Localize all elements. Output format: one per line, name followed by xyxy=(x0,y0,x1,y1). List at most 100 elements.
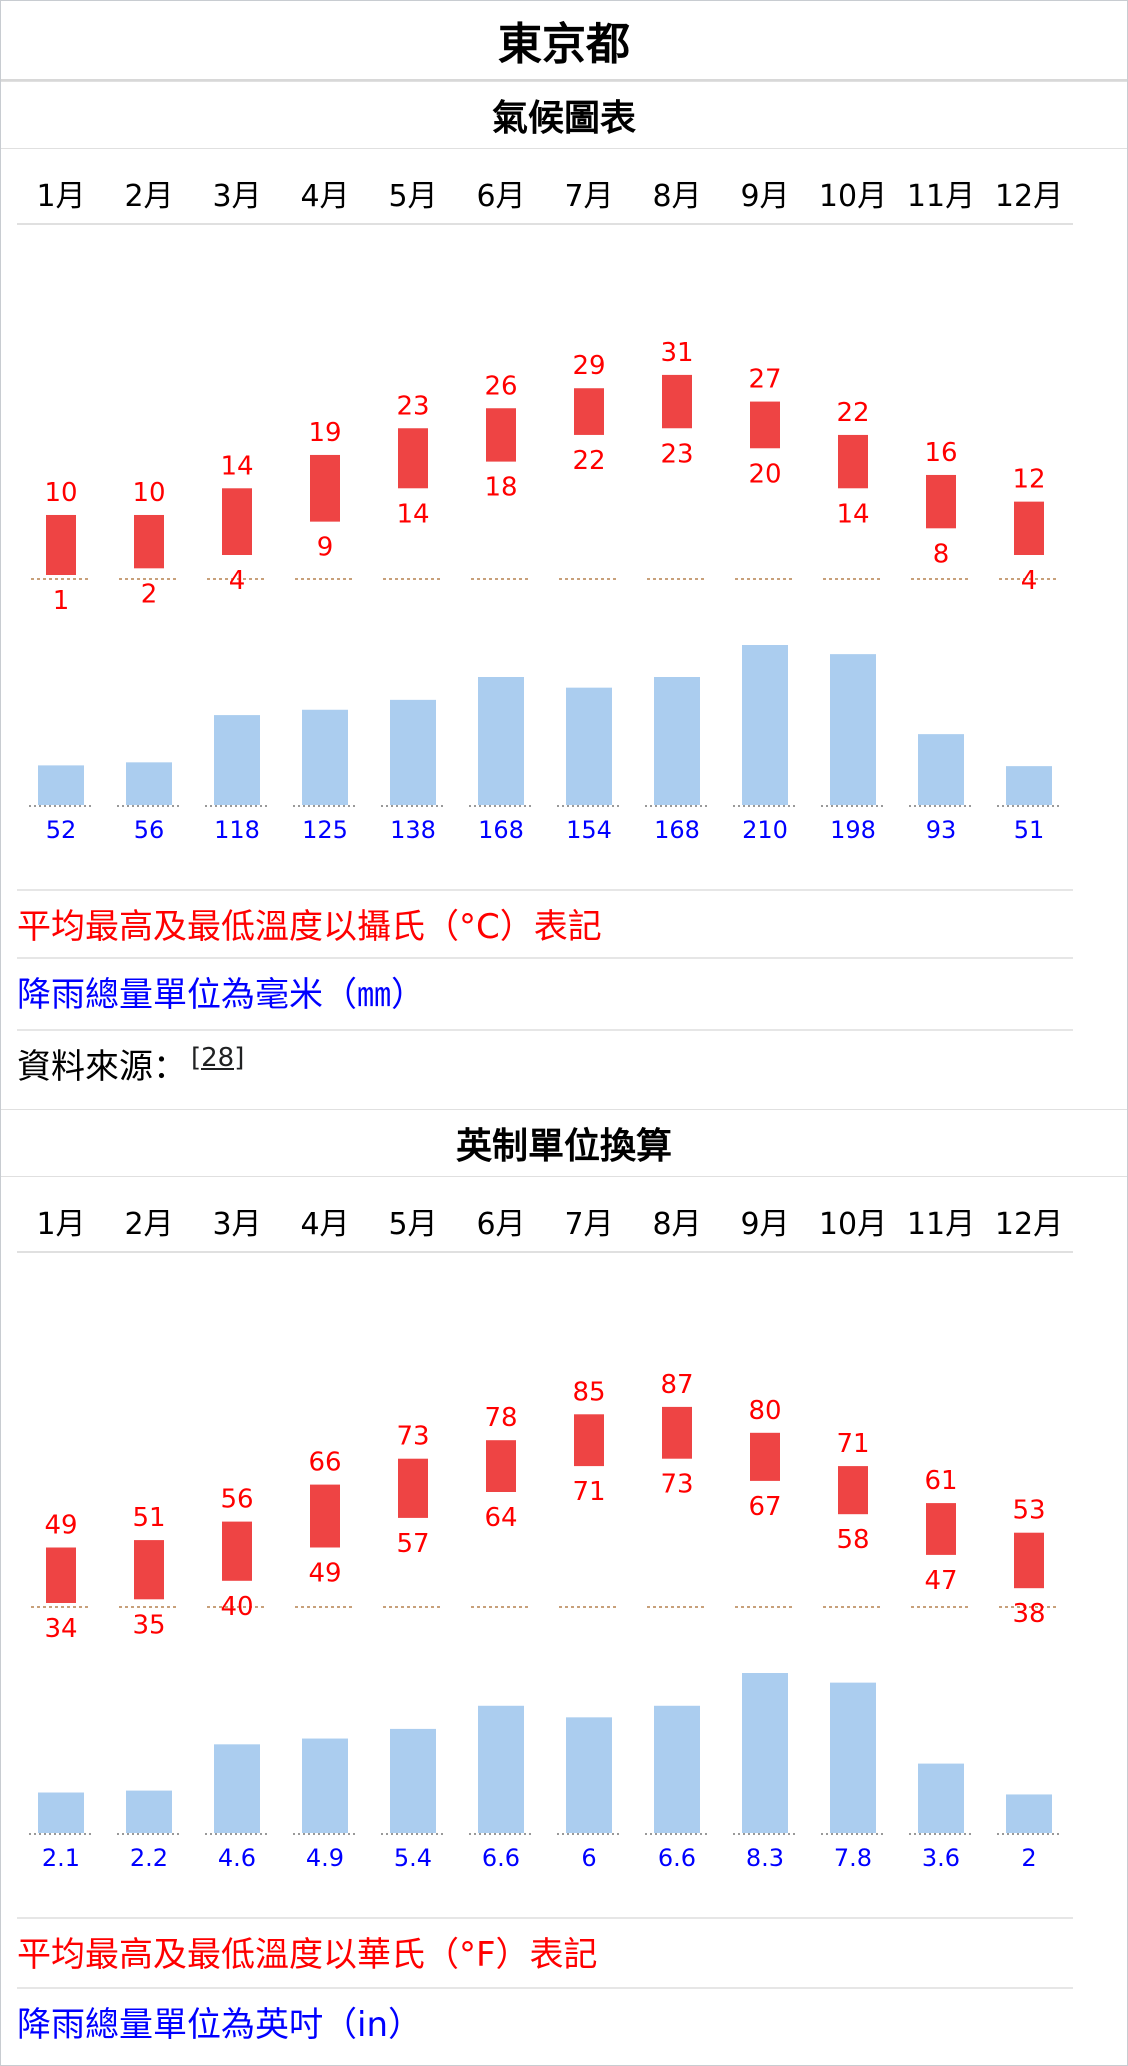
month-label: 10月 xyxy=(818,179,888,214)
precip-bar xyxy=(918,734,964,805)
month-label: 8月 xyxy=(652,179,702,214)
low-temp-label: 40 xyxy=(220,1592,253,1622)
precip-bar xyxy=(654,1705,700,1833)
precip-label: 6 xyxy=(581,1844,596,1872)
month-label: 6月 xyxy=(476,179,526,214)
low-temp-label: 18 xyxy=(484,473,517,503)
reference-link[interactable]: [28] xyxy=(191,1042,245,1073)
precip-bar xyxy=(38,1792,84,1833)
month-label: 7月 xyxy=(564,179,614,214)
precip-bar xyxy=(1006,1794,1052,1833)
precip-label: 7.8 xyxy=(834,1844,872,1872)
metric-climate-chart: 1015210256144118199125231413826181682922… xyxy=(29,338,1061,844)
precip-label: 168 xyxy=(478,816,524,844)
low-temp-label: 35 xyxy=(132,1610,165,1640)
high-temp-label: 85 xyxy=(572,1377,605,1407)
precip-label: 6.6 xyxy=(482,1844,520,1872)
temp-range-bar xyxy=(134,1540,164,1600)
high-temp-label: 26 xyxy=(484,371,517,401)
precip-label: 154 xyxy=(566,816,612,844)
temp-range-bar xyxy=(486,408,516,462)
high-temp-label: 10 xyxy=(44,478,77,508)
month-label: 12月 xyxy=(994,1207,1064,1242)
low-temp-label: 14 xyxy=(396,499,429,529)
high-temp-label: 49 xyxy=(44,1511,77,1541)
month-label: 9月 xyxy=(740,179,790,214)
low-temp-label: 4 xyxy=(1021,566,1038,596)
month-label: 12月 xyxy=(994,179,1064,214)
month-label: 2月 xyxy=(124,179,174,214)
temp-range-bar xyxy=(222,1521,252,1581)
month-label: 1月 xyxy=(36,179,86,214)
precip-bar xyxy=(1006,766,1052,805)
low-temp-label: 58 xyxy=(836,1525,869,1555)
precip-label: 210 xyxy=(742,816,788,844)
high-temp-label: 16 xyxy=(924,438,957,468)
high-temp-label: 23 xyxy=(396,391,429,421)
precip-label: 2.1 xyxy=(42,1844,80,1872)
high-temp-label: 31 xyxy=(660,338,693,368)
high-temp-label: 80 xyxy=(748,1396,781,1426)
temp-range-bar xyxy=(46,514,76,575)
section-header-imperial: 英制單位換算 xyxy=(1,1109,1127,1177)
month-label: 3月 xyxy=(212,1207,262,1242)
high-temp-label: 27 xyxy=(748,365,781,395)
high-temp-label: 19 xyxy=(308,418,341,448)
precip-bar xyxy=(302,709,348,805)
low-temp-label: 9 xyxy=(317,533,334,563)
high-temp-label: 12 xyxy=(1012,465,1045,495)
high-temp-label: 78 xyxy=(484,1403,517,1433)
low-temp-label: 23 xyxy=(660,439,693,469)
month-label: 4月 xyxy=(300,1207,350,1242)
imperial-header: 英制單位換算 xyxy=(455,1126,672,1167)
temp-range-bar xyxy=(398,428,428,489)
precip-label: 2.2 xyxy=(130,1844,168,1872)
precip-bar xyxy=(566,1717,612,1833)
metric-header: 氣候圖表 xyxy=(491,98,636,139)
high-temp-label: 73 xyxy=(396,1422,429,1452)
month-label: 10月 xyxy=(818,1207,888,1242)
source-label: 資料來源： xyxy=(17,1047,187,1087)
temp-range-bar xyxy=(574,1414,604,1467)
precip-bar xyxy=(654,677,700,805)
low-temp-label: 4 xyxy=(229,566,246,596)
note-temp-text: 平均最高及最低溫度以攝氏（°C）表記 xyxy=(17,907,602,947)
low-temp-label: 2 xyxy=(141,579,158,609)
precip-label: 2 xyxy=(1021,1844,1036,1872)
high-temp-label: 29 xyxy=(572,351,605,381)
high-temp-label: 87 xyxy=(660,1370,693,1400)
month-label: 11月 xyxy=(906,1207,976,1242)
month-label: 2月 xyxy=(124,1207,174,1242)
imperial-climate-chart: 49 34 2.1 51 35 2.2 56 40 4.6 66 49 4.9 73 57 5.4 78 64 6… xyxy=(29,1370,1061,1872)
month-row-imperial: 1月 2月 3月 4月 5月 6月 7月 8月 9月 10月 11月 12月 xyxy=(17,1181,1073,1253)
precip-label: 4.6 xyxy=(218,1844,256,1872)
low-temp-label: 38 xyxy=(1012,1599,1045,1629)
precip-bar xyxy=(742,1673,788,1833)
temp-range-bar xyxy=(46,1547,76,1603)
temp-range-bar xyxy=(838,1466,868,1515)
section-header-metric: 氣候圖表 xyxy=(1,81,1127,149)
precip-label: 4.9 xyxy=(306,1844,344,1872)
note-precip-mm: 降雨總量單位為毫米（㎜） xyxy=(17,957,1073,1025)
precip-label: 138 xyxy=(390,816,436,844)
high-temp-label: 51 xyxy=(132,1503,165,1533)
precip-bar xyxy=(126,1790,172,1833)
temp-range-bar xyxy=(222,488,252,555)
high-temp-label: 53 xyxy=(1012,1496,1045,1526)
precip-bar xyxy=(566,687,612,805)
precip-bar xyxy=(214,715,260,805)
precip-label: 52 xyxy=(46,816,77,844)
low-temp-label: 73 xyxy=(660,1470,693,1500)
note-precip-text: 降雨總量單位為毫米（㎜） xyxy=(17,975,425,1015)
temp-range-bar xyxy=(486,1440,516,1492)
temp-range-bar xyxy=(398,1458,428,1518)
note-temperature-fahrenheit: 平均最高及最低溫度以華氏（°F）表記 xyxy=(17,1917,1073,1985)
note-precip-in: 降雨總量單位為英吋（in） xyxy=(17,1987,1073,2055)
low-temp-label: 71 xyxy=(572,1477,605,1507)
precip-bar xyxy=(302,1738,348,1833)
precip-label: 118 xyxy=(214,816,260,844)
high-temp-label: 71 xyxy=(836,1429,869,1459)
low-temp-label: 49 xyxy=(308,1559,341,1589)
low-temp-label: 22 xyxy=(572,446,605,476)
temp-range-bar xyxy=(662,374,692,429)
